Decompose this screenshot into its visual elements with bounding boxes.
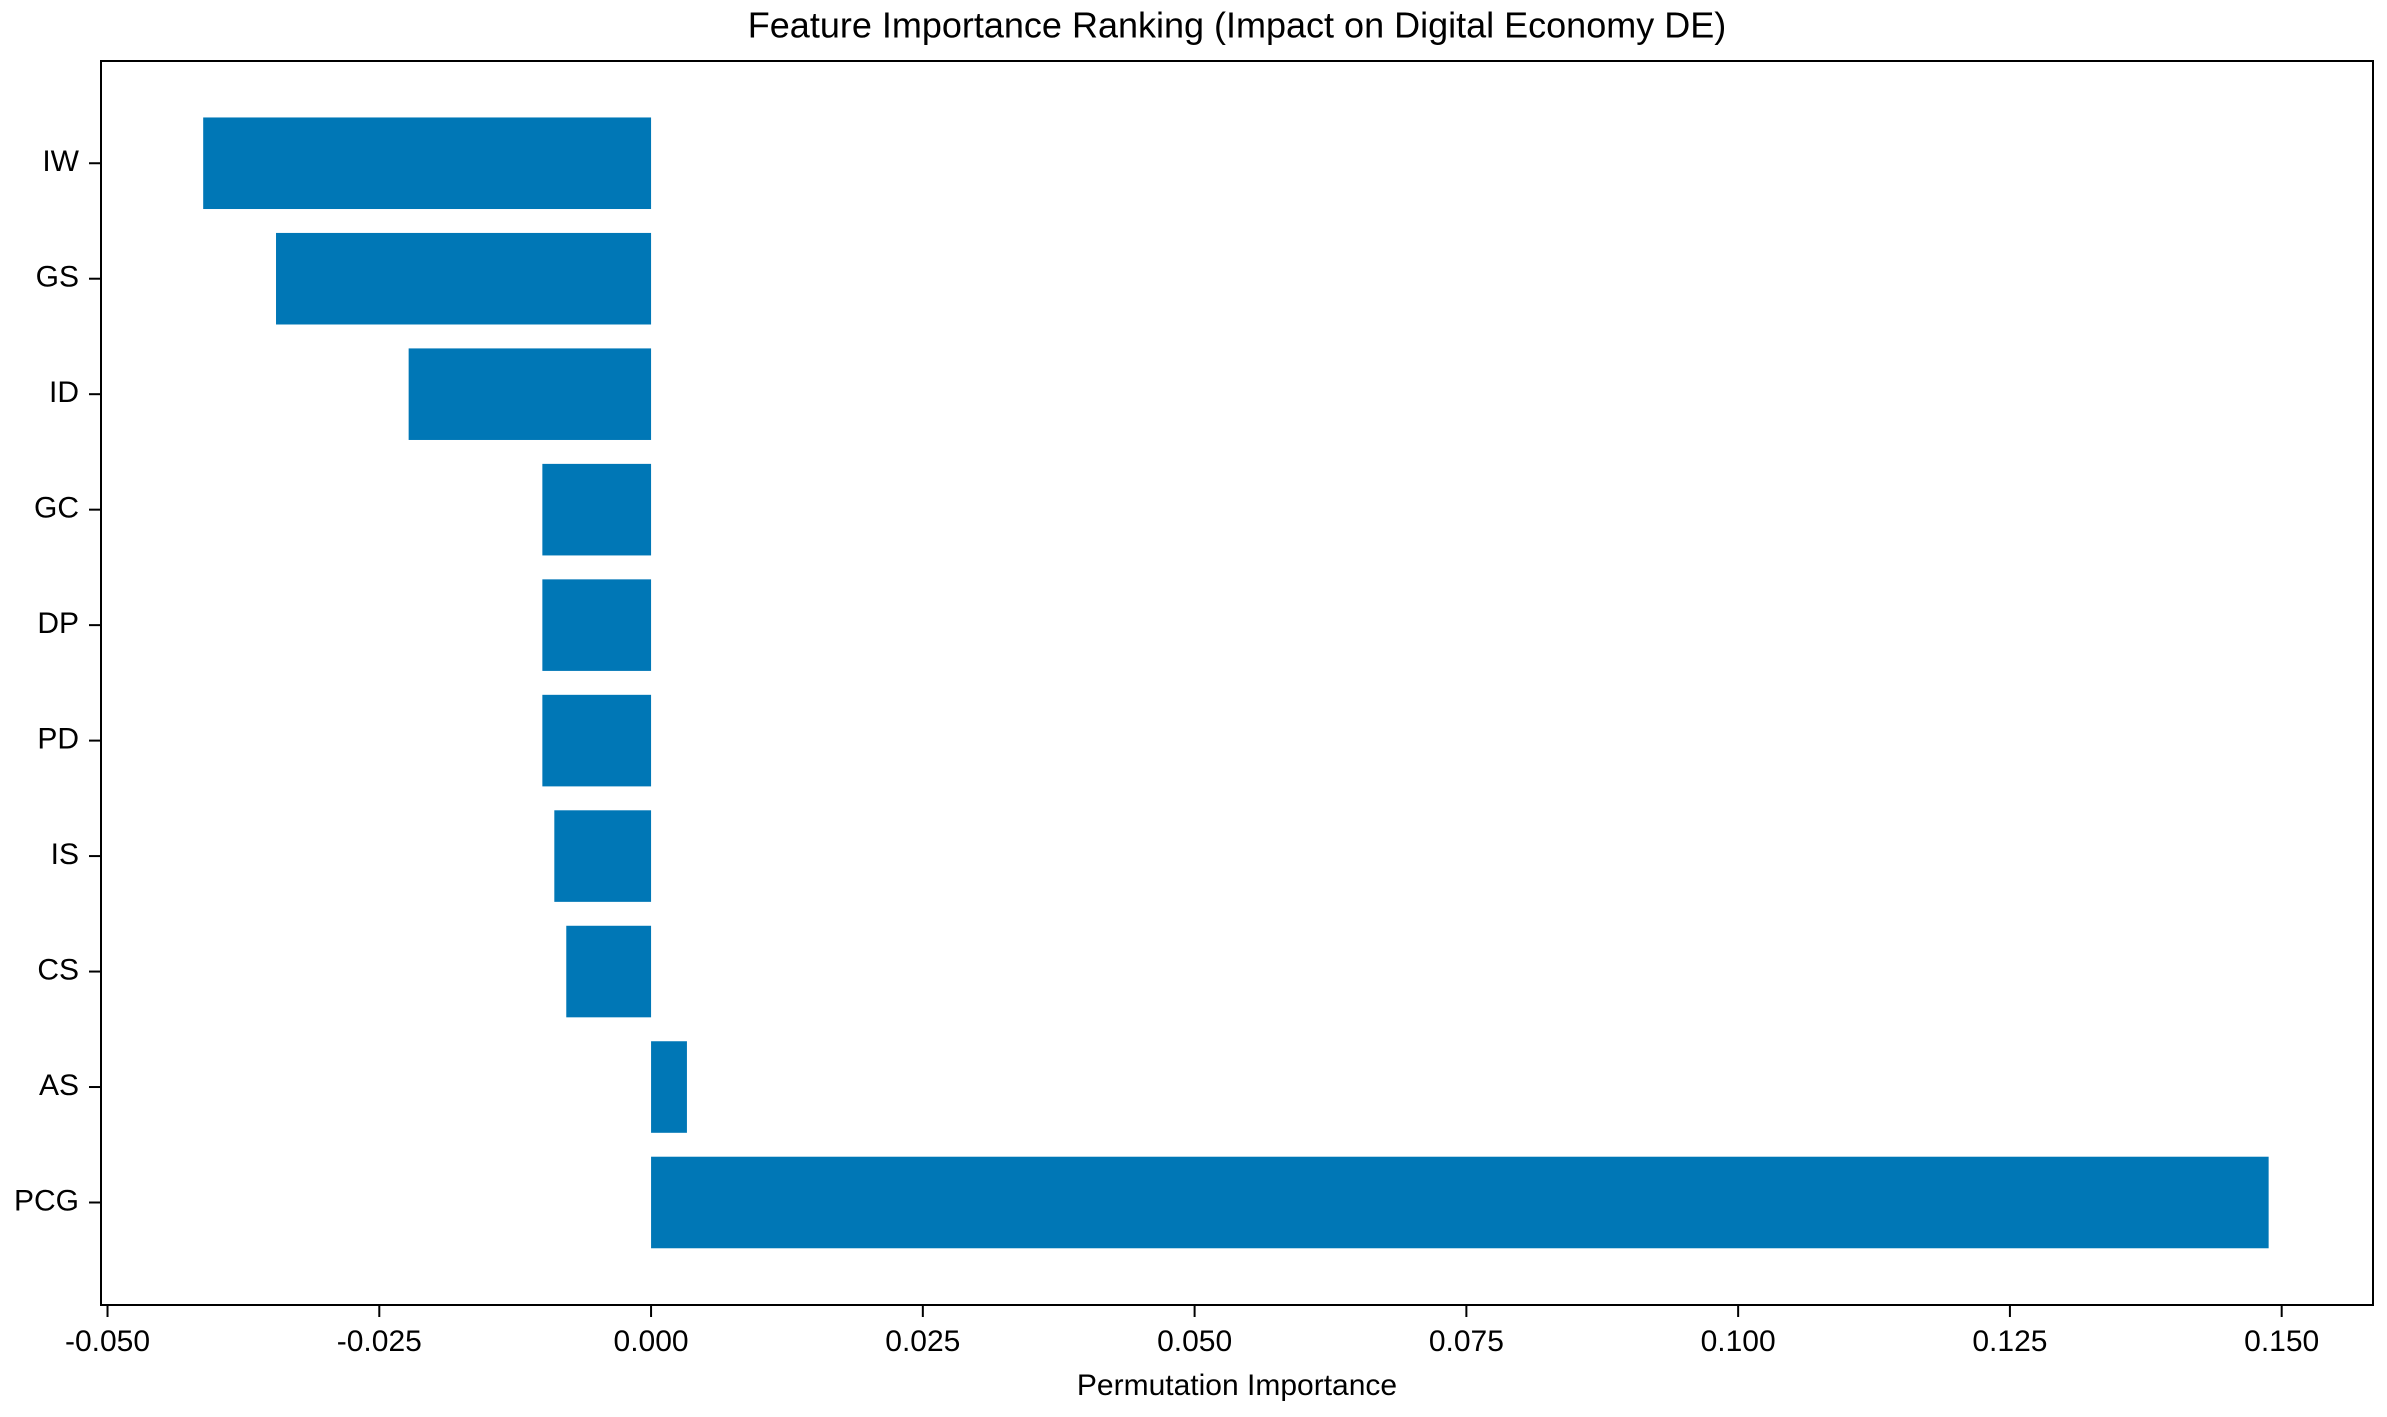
- y-tick-label: ID: [49, 376, 79, 409]
- y-tick-label: DP: [37, 607, 79, 640]
- y-tick-label: AS: [39, 1069, 79, 1102]
- y-tick-label: IW: [42, 145, 79, 178]
- bar: [542, 694, 652, 787]
- bar: [651, 1041, 687, 1133]
- y-tick-label: PD: [37, 723, 79, 756]
- bar: [554, 810, 652, 902]
- x-tick-label: 0.150: [2244, 1325, 2319, 1358]
- x-tick-label: 0.100: [1701, 1325, 1776, 1358]
- y-tick-label: IS: [51, 838, 79, 871]
- y-tick-label: GS: [36, 261, 79, 294]
- x-tick-label: 0.025: [885, 1325, 960, 1358]
- x-tick-label: 0.050: [1157, 1325, 1232, 1358]
- y-tick-label: CS: [37, 953, 79, 986]
- chart-title: Feature Importance Ranking (Impact on Di…: [748, 5, 1726, 46]
- bar: [651, 1156, 2269, 1249]
- x-tick-label: -0.025: [337, 1325, 422, 1358]
- bar: [542, 463, 652, 556]
- y-tick-label: GC: [34, 492, 79, 525]
- bar: [408, 348, 652, 440]
- bar: [276, 232, 652, 325]
- bar: [566, 925, 652, 1018]
- x-tick-label: 0.000: [614, 1325, 689, 1358]
- plot-frame: [100, 60, 2374, 1306]
- y-tick-label: PCG: [14, 1184, 79, 1217]
- bar: [203, 117, 652, 210]
- x-tick-label: -0.050: [65, 1325, 150, 1358]
- bar: [542, 579, 652, 671]
- x-tick-label: 0.125: [1972, 1325, 2047, 1358]
- x-axis-label: Permutation Importance: [1077, 1369, 1397, 1402]
- x-tick-label: 0.075: [1429, 1325, 1504, 1358]
